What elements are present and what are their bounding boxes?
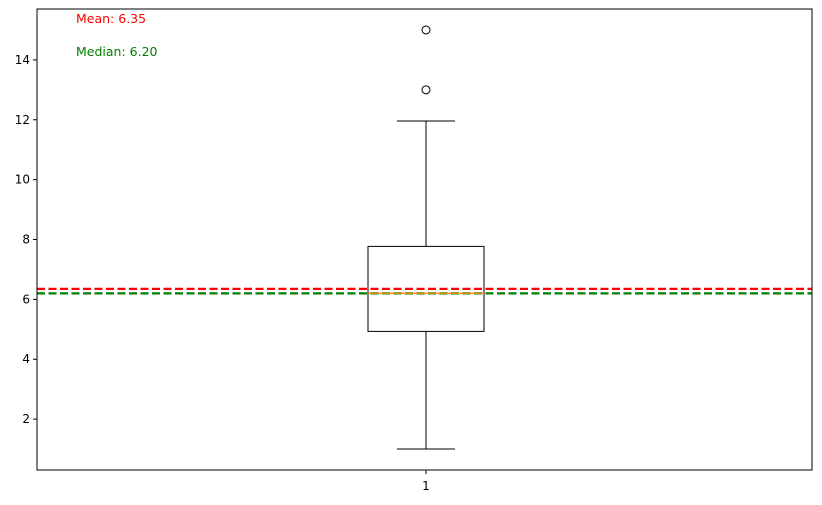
mean-annotation: Mean: 6.35 [76, 11, 146, 26]
iqr-box [367, 245, 485, 332]
x-tick-label: 1 [422, 479, 430, 493]
y-axis: 2 4 6 8 10 12 14 [15, 53, 37, 426]
y-tick-label: 4 [22, 352, 30, 366]
box-plot [367, 25, 485, 450]
y-tick-label: 2 [22, 412, 30, 426]
y-tick-label: 14 [15, 53, 30, 67]
y-tick-label: 6 [22, 292, 30, 306]
y-tick-label: 10 [15, 173, 30, 187]
y-tick-label: 12 [15, 113, 30, 127]
outlier-point [421, 85, 431, 95]
outlier-point [421, 25, 431, 35]
median-annotation: Median: 6.20 [76, 44, 158, 59]
annotations: Mean: 6.35 Median: 6.20 [76, 11, 158, 59]
y-tick-label: 8 [22, 233, 30, 247]
reference-lines [37, 287, 812, 295]
plot-frame [36, 8, 813, 471]
x-axis: 1 [422, 470, 430, 493]
